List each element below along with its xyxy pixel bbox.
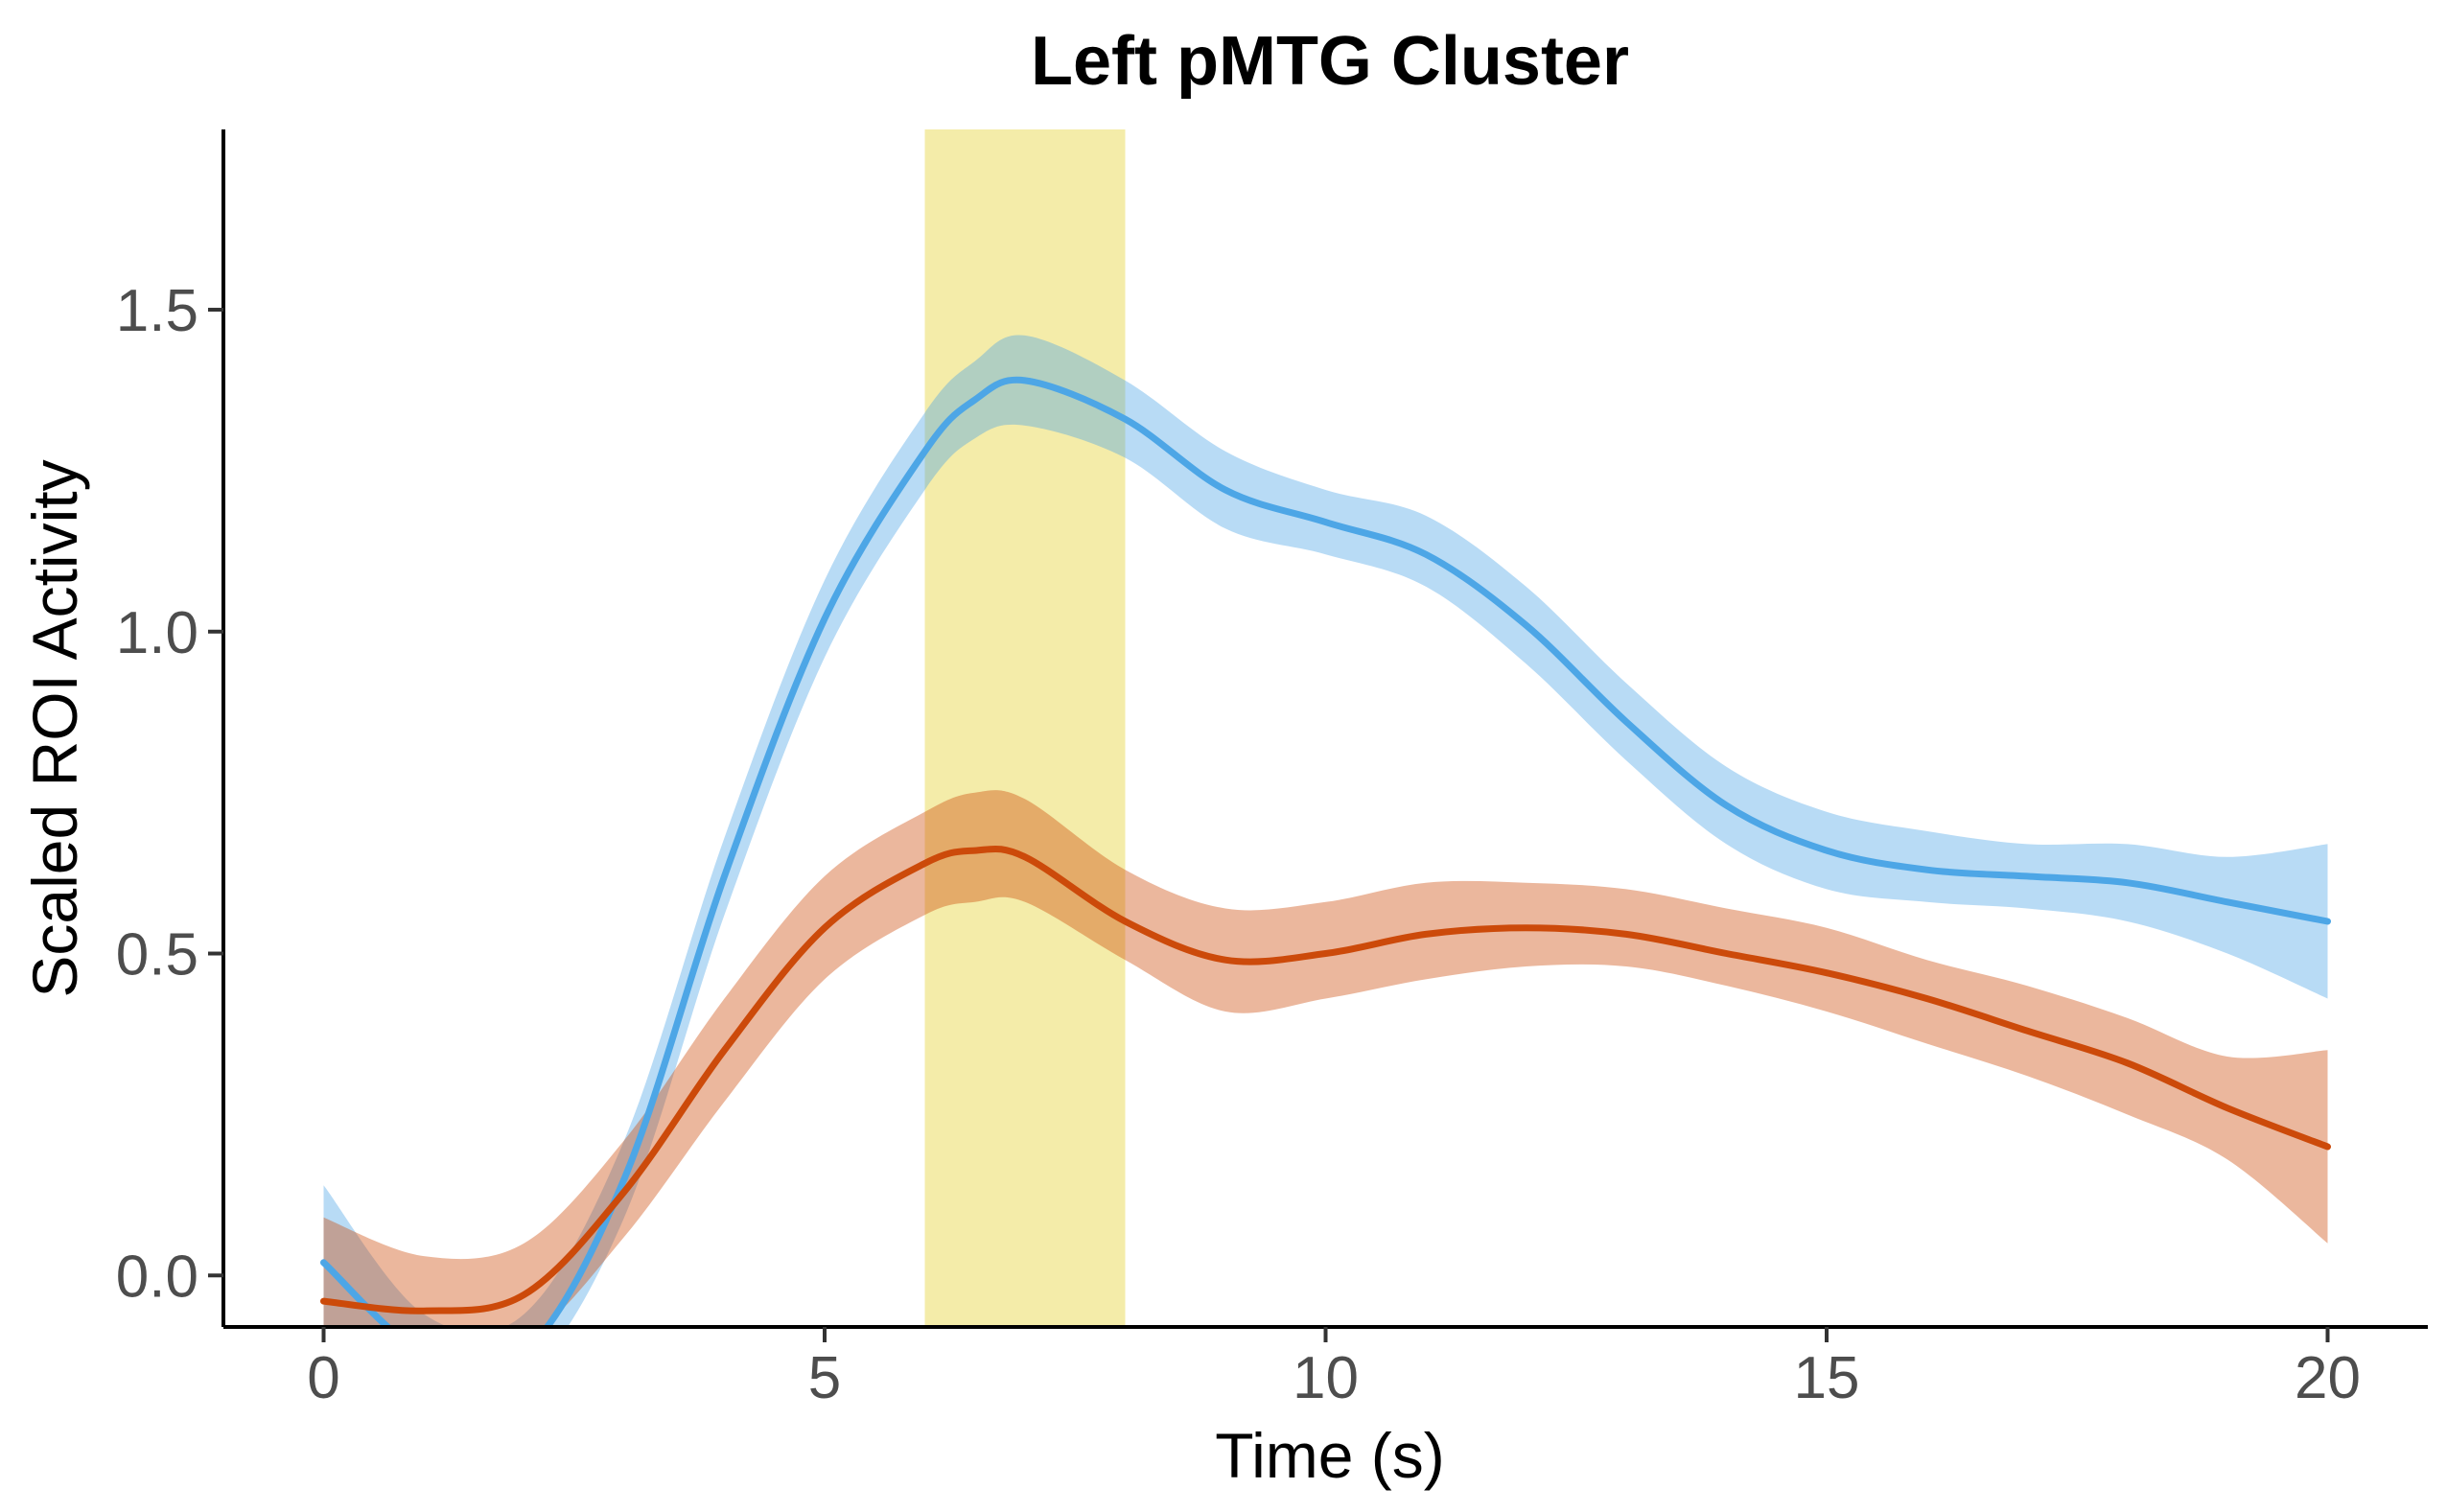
y-tick-label: 0.0 xyxy=(116,1244,198,1310)
chart-title: Left pMTG Cluster xyxy=(1031,23,1629,100)
y-axis-ticks: 0.0 0.5 1.0 1.5 xyxy=(116,278,223,1310)
x-tick-label: 5 xyxy=(808,1345,841,1411)
y-tick-label: 1.0 xyxy=(116,600,198,666)
y-tick-label: 0.5 xyxy=(116,922,198,989)
x-axis-label: Time (s) xyxy=(1215,1420,1445,1491)
x-tick-label: 10 xyxy=(1293,1345,1359,1411)
x-axis-ticks: 0 5 10 15 20 xyxy=(307,1327,2361,1411)
x-tick-label: 20 xyxy=(2295,1345,2361,1411)
plot-area xyxy=(320,129,2331,1327)
series-1-confidence-band xyxy=(323,335,2328,1327)
x-tick-label: 15 xyxy=(1794,1345,1860,1411)
series-2-line xyxy=(320,845,2331,1314)
highlight-window xyxy=(924,129,1126,1327)
y-axis-label: Scaled ROI Activity xyxy=(19,459,90,997)
x-tick-label: 0 xyxy=(307,1345,339,1411)
series-1-line xyxy=(320,376,2331,1327)
y-tick-label: 1.5 xyxy=(116,278,198,344)
